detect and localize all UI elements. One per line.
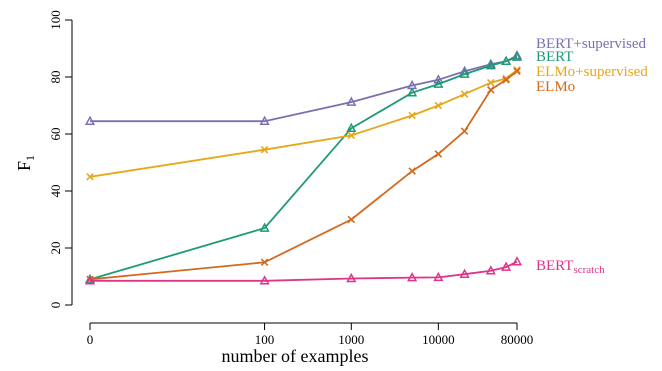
- data-point: [347, 131, 356, 140]
- data-point: [501, 55, 512, 66]
- y-tick-label: 0: [48, 302, 63, 309]
- series-4: [84, 256, 523, 285]
- data-point: [501, 261, 512, 271]
- legend-label: BERT: [536, 258, 573, 274]
- y-tick-label: 80: [48, 71, 63, 84]
- data-point: [260, 258, 269, 267]
- data-point: [407, 272, 418, 282]
- data-point: [260, 145, 269, 154]
- data-point: [86, 172, 94, 181]
- data-point: [511, 51, 523, 61]
- legend-label-subscript: scratch: [573, 264, 605, 276]
- y-tick-label: 40: [48, 185, 63, 198]
- x-tick-label: 0: [87, 332, 94, 347]
- series-line: [89, 69, 518, 178]
- y-axis-label-subscript: 1: [23, 155, 37, 161]
- x-tick-label: 80000: [501, 332, 534, 347]
- data-point: [408, 167, 416, 175]
- y-tick-label: 20: [48, 242, 63, 255]
- data-point: [487, 78, 495, 87]
- data-point: [408, 111, 416, 120]
- legend-entry-1: BERT: [536, 49, 573, 65]
- y-axis-label-group: F1: [14, 155, 37, 171]
- legend-label: ELMo: [536, 79, 575, 95]
- data-point: [433, 271, 444, 282]
- series-3: [86, 67, 521, 284]
- legend-label: ELMo+supervised: [536, 64, 648, 80]
- x-tick-label: 1000: [338, 332, 364, 347]
- series-2: [86, 66, 521, 181]
- legend-entry-3: ELMo: [536, 79, 575, 95]
- x-tick-label: 100: [255, 332, 275, 347]
- data-point: [460, 127, 469, 135]
- series-line: [90, 54, 518, 123]
- legend-entry-2: ELMo+supervised: [536, 64, 648, 80]
- series-line: [90, 260, 518, 282]
- data-point: [485, 60, 496, 70]
- x-tick-label: 10000: [422, 332, 455, 347]
- legend-entry-4: BERTscratch: [536, 258, 605, 276]
- data-point: [346, 122, 357, 133]
- data-point: [259, 275, 270, 285]
- axes: 0 20 40 60 80 100 0 100 1000 10000 80000: [48, 10, 533, 347]
- data-point: [459, 268, 470, 278]
- data-point: [433, 78, 444, 88]
- y-axis-label: F1: [14, 155, 37, 171]
- legend-label: BERT: [536, 49, 573, 65]
- data-point: [259, 222, 270, 232]
- data-point: [347, 215, 356, 224]
- y-tick-label: 60: [48, 128, 63, 141]
- series-line: [89, 70, 518, 281]
- plot-series: [84, 50, 523, 285]
- data-point: [433, 74, 444, 84]
- y-tick-label: 100: [48, 10, 63, 30]
- series-0: [84, 50, 523, 125]
- data-point: [407, 87, 418, 97]
- data-point: [434, 101, 443, 110]
- x-ticks: 0 100 1000 10000 80000: [87, 323, 534, 347]
- legend-entry-0: BERT+supervised: [536, 36, 647, 52]
- data-point: [502, 76, 510, 84]
- data-point: [513, 67, 521, 76]
- y-axis-label-main: F: [14, 161, 34, 171]
- data-point: [487, 86, 495, 94]
- data-point: [259, 115, 270, 125]
- data-point: [459, 68, 470, 78]
- y-ticks: 0 20 40 60 80 100: [48, 10, 72, 308]
- data-point: [511, 256, 523, 266]
- data-point: [434, 150, 443, 158]
- data-point: [485, 265, 496, 275]
- data-point: [460, 90, 469, 98]
- x-axis-label: number of examples: [222, 346, 369, 366]
- data-point: [84, 275, 96, 285]
- data-point: [346, 96, 357, 106]
- data-point: [346, 272, 357, 283]
- legend-label: BERT+supervised: [536, 36, 647, 52]
- data-point: [84, 115, 96, 125]
- legend: BERT+supervisedBERTELMo+supervisedELMoBE…: [536, 36, 648, 276]
- series-line: [89, 56, 518, 281]
